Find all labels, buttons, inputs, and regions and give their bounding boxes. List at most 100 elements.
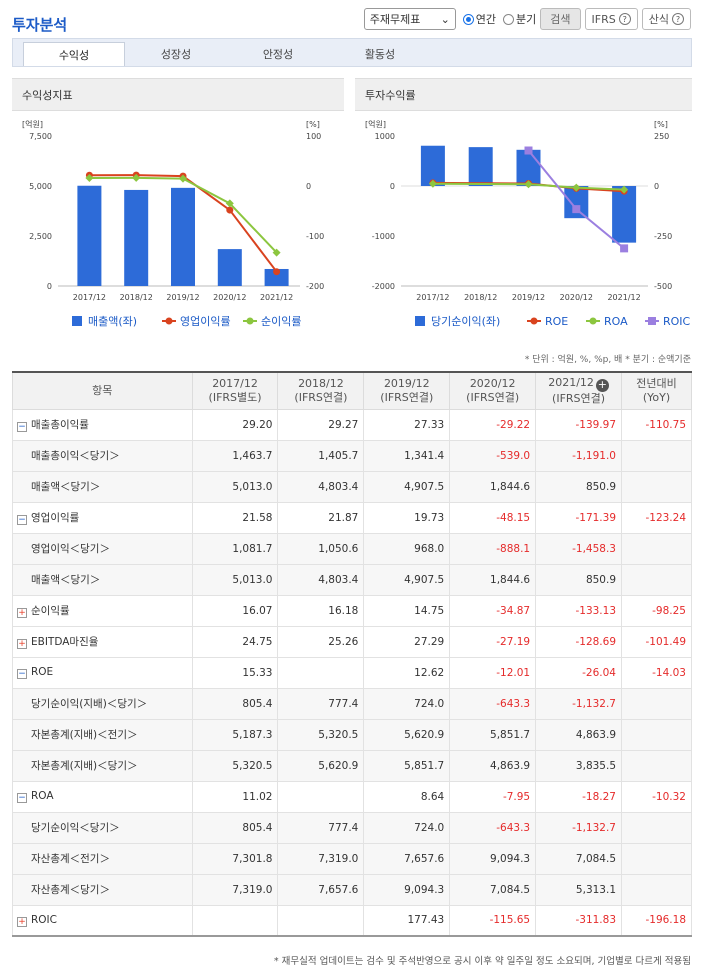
- table-cell: 968.0: [363, 532, 451, 565]
- table-row: 당기순이익＜당기＞ 805.4 777.4 724.0 -643.3 -1,132.7: [12, 811, 692, 844]
- legend-marker: [648, 317, 656, 325]
- table-cell: 1,081.7: [191, 532, 279, 565]
- table-cell: -1,132.7: [535, 811, 622, 844]
- row-label-text: ROE: [31, 665, 54, 678]
- statement-select[interactable]: 주재무제표 ⌄: [363, 8, 456, 30]
- table-row: 자본총계(지배)＜당기＞ 5,320.5 5,620.9 5,851.7 4,863.9…: [12, 749, 692, 782]
- table-cell: 27.29: [363, 625, 451, 658]
- return-chart-panel: 투자수익률 [억원] [%] 1000 250 0 0 -1000 -250 -2000 -500…: [355, 78, 692, 340]
- header-col-2: 2018/12 (IFRS연결): [277, 371, 365, 410]
- table-cell: 850.9: [535, 470, 622, 503]
- tab-activity[interactable]: 활동성: [364, 48, 396, 61]
- legend-label: ROA: [604, 315, 628, 328]
- table-cell: -311.83: [535, 904, 622, 937]
- table-cell: 850.9: [535, 563, 622, 596]
- collapse-icon[interactable]: −: [17, 792, 27, 804]
- expand-icon[interactable]: +: [17, 638, 27, 650]
- add-column-icon[interactable]: +: [595, 378, 609, 392]
- row-label: − ROE: [12, 656, 193, 689]
- table-cell: 724.0: [363, 811, 451, 844]
- table-cell: [277, 780, 365, 813]
- table-row: 매출총이익＜당기＞ 1,463.7 1,405.7 1,341.4 -539.0 -1,1…: [12, 439, 692, 472]
- left-tick-label: 2,500: [29, 232, 52, 241]
- bar: [171, 187, 195, 286]
- row-label: − ROA: [12, 780, 193, 813]
- table-cell: 16.07: [191, 594, 279, 627]
- collapse-icon[interactable]: −: [17, 668, 27, 680]
- tab-stability[interactable]: 안정성: [262, 48, 294, 61]
- right-tick-label: 0: [306, 182, 311, 191]
- table-cell: 5,851.7: [449, 718, 537, 751]
- left-tick-label: -2000: [372, 282, 395, 291]
- legend-label: 당기순이익(좌): [431, 315, 500, 328]
- expand-icon[interactable]: +: [17, 916, 27, 927]
- radio-annual-indicator[interactable]: [462, 13, 474, 25]
- x-tick-label: 2021/12: [260, 293, 293, 302]
- bar: [420, 145, 445, 186]
- ifrs-help-button[interactable]: IFRS ?: [584, 8, 638, 30]
- table-row: 영업이익＜당기＞ 1,081.7 1,050.6 968.0 -888.1 -1,458.…: [12, 532, 692, 565]
- x-tick-label: 2018/12: [464, 293, 497, 302]
- series-point: [620, 185, 629, 194]
- radio-quarter-indicator[interactable]: [503, 13, 515, 25]
- table-cell: 4,863.9: [535, 718, 622, 751]
- yoy-cell: [621, 563, 692, 596]
- toolbar: 주재무제표 ⌄ 연간 분기 검색 IFRS ? 산식 ?: [363, 8, 691, 30]
- table-cell: -1,132.7: [535, 687, 622, 720]
- chevron-down-icon: ⌄: [440, 12, 450, 26]
- row-label-text: 매출액＜당기＞: [31, 481, 101, 493]
- profitability-chart-panel: 수익성지표 [억원] [%] 7,500 100 5,000 0 2,500 -100 0 -20…: [12, 78, 344, 340]
- table-cell: -34.87: [449, 594, 537, 627]
- table-cell: 5,320.5: [191, 749, 279, 782]
- radio-quarter[interactable]: 분기: [503, 11, 536, 27]
- table-cell: -12.01: [449, 656, 537, 689]
- table-cell: -1,458.3: [535, 532, 622, 565]
- table-header-row: 항목 2017/12 (IFRS별도) 2018/12 (IFRS연결) 2019/…: [12, 371, 692, 410]
- row-label: 자산총계＜전기＞: [12, 842, 193, 875]
- table-cell: [277, 904, 365, 937]
- tab-profitability[interactable]: 수익성: [23, 42, 125, 66]
- table-cell: -29.22: [449, 408, 537, 441]
- table-cell: 4,863.9: [449, 749, 537, 782]
- collapse-icon[interactable]: −: [17, 421, 27, 433]
- row-label-text: 자본총계(지배)＜당기＞: [31, 760, 138, 772]
- table-cell: -539.0: [449, 439, 537, 472]
- table-cell: 7,301.8: [191, 842, 279, 875]
- table-cell: -139.97: [535, 408, 622, 441]
- table-cell: 1,405.7: [277, 439, 365, 472]
- header-basis: (IFRS연결): [294, 390, 348, 404]
- x-tick-label: 2020/12: [560, 293, 593, 302]
- header-period: 2019/12: [383, 376, 430, 390]
- radio-annual[interactable]: 연간: [462, 11, 496, 27]
- left-tick-label: 7,500: [29, 132, 52, 141]
- collapse-icon[interactable]: −: [17, 514, 27, 526]
- bar: [264, 268, 289, 286]
- table-cell: 5,620.9: [363, 718, 451, 751]
- table-cell: -171.39: [535, 501, 622, 534]
- row-label-text: ROA: [31, 789, 54, 802]
- formula-help-button[interactable]: 산식 ?: [641, 8, 691, 30]
- header-basis: (IFRS연결): [552, 391, 606, 405]
- table-cell: [277, 656, 365, 689]
- tab-growth[interactable]: 성장성: [160, 48, 192, 61]
- search-button[interactable]: 검색: [540, 8, 581, 30]
- bar: [217, 249, 242, 286]
- bar: [612, 186, 637, 243]
- table-cell: 1,341.4: [363, 439, 451, 472]
- return-chart-title: 투자수익률: [355, 78, 692, 111]
- table-cell: -115.65: [449, 904, 537, 937]
- table-cell: 11.02: [191, 780, 279, 813]
- row-label: 매출액＜당기＞: [12, 563, 193, 596]
- table-cell: 8.64: [363, 780, 451, 813]
- table-row: + EBITDA마진율 24.75 25.26 27.29 -27.19 -128.69 -1…: [12, 625, 692, 658]
- row-label-text: 자본총계(지배)＜전기＞: [31, 729, 138, 741]
- expand-icon[interactable]: +: [17, 607, 27, 619]
- header-col-1: 2017/12 (IFRS별도): [191, 371, 279, 410]
- header-period: 2021/12: [548, 376, 594, 389]
- table-cell: 7,657.6: [363, 842, 451, 875]
- statement-select-value: 주재무제표: [369, 13, 421, 26]
- table-cell: 1,463.7: [191, 439, 279, 472]
- yoy-cell: [621, 532, 692, 565]
- table-cell: 21.58: [191, 501, 279, 534]
- yoy-cell: -10.32: [621, 780, 692, 813]
